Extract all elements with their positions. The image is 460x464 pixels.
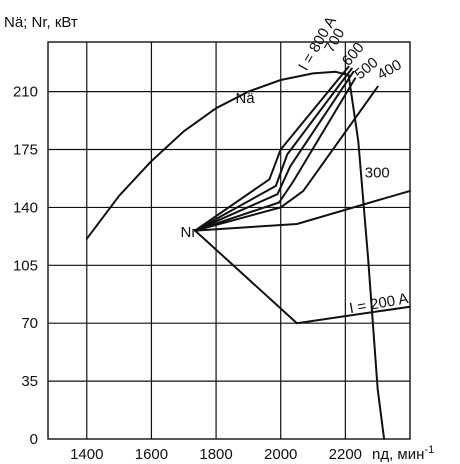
x-tick-label: 1400	[70, 446, 103, 463]
x-axis-label: nд, мин-1	[372, 444, 434, 463]
series-line	[194, 189, 411, 232]
series-annotation: Nä	[235, 90, 255, 107]
y-tick-labels: 0 35 70 105 140 175 210	[13, 84, 38, 448]
x-tick-labels: 1400 1600 1800 2000 2200	[70, 446, 362, 463]
y-tick-label: 70	[21, 315, 38, 332]
plot-frame	[47, 41, 411, 440]
x-tick-label: 1800	[199, 446, 232, 463]
y-tick-label: 0	[30, 431, 38, 448]
series-line	[85, 70, 386, 440]
series-annotation: 300	[365, 165, 390, 182]
series-line	[194, 70, 355, 232]
series-line	[194, 65, 350, 232]
x-tick-label: 2000	[264, 446, 297, 463]
y-tick-label: 175	[13, 142, 38, 159]
y-tick-label: 140	[13, 199, 38, 216]
series-annotation: I = 200 A	[348, 290, 410, 317]
series-annotation: 400	[374, 56, 404, 83]
y-tick-label: 35	[21, 373, 38, 390]
x-tick-label: 1600	[135, 446, 168, 463]
y-axis-label: Nä; Nr, кВт	[4, 14, 78, 31]
series-line	[194, 85, 379, 232]
series-line	[194, 229, 411, 325]
curves	[85, 65, 411, 440]
x-tick-label: 2200	[329, 446, 362, 463]
series-annotation: Nг	[181, 224, 198, 241]
y-tick-label: 105	[13, 257, 38, 274]
y-tick-label: 210	[13, 84, 38, 101]
series-line	[194, 67, 353, 232]
series-line	[194, 77, 357, 232]
